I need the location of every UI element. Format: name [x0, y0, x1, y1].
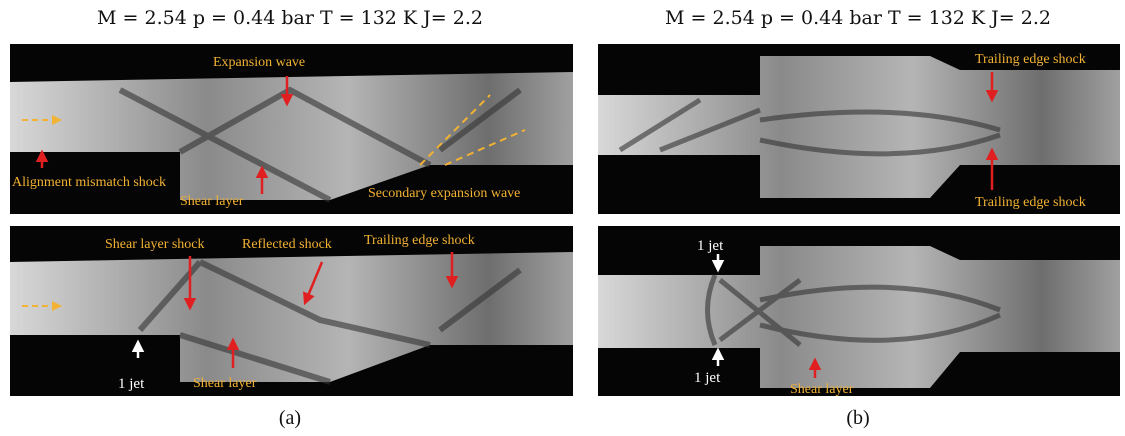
annotation: Shear layer: [193, 376, 257, 391]
annotation: 1 jet: [694, 370, 721, 386]
annotation: Shear layer: [790, 382, 854, 397]
annotation: Secondary expansion wave: [368, 186, 520, 201]
annotation: Shear layer shock: [105, 237, 205, 252]
annotation: Alignment mismatch shock: [12, 175, 166, 190]
schlieren-image: [598, 226, 1120, 396]
caption: (b): [846, 407, 869, 429]
annotation: Trailing edge shock: [975, 195, 1086, 210]
column-title: M = 2.54 p = 0.44 bar T = 132 K J= 2.2: [97, 7, 483, 29]
annotation: Expansion wave: [213, 55, 305, 70]
annotation: Trailing edge shock: [975, 52, 1086, 67]
annotation: 1 jet: [697, 238, 724, 254]
caption: (a): [279, 407, 301, 429]
schlieren-image: [598, 44, 1120, 214]
annotation: Trailing edge shock: [364, 233, 475, 248]
annotation: 1 jet: [118, 376, 145, 392]
figure: M = 2.54 p = 0.44 bar T = 132 K J= 2.2 M…: [0, 0, 1125, 436]
annotation: Shear layer: [180, 194, 244, 209]
column-title: M = 2.54 p = 0.44 bar T = 132 K J= 2.2: [665, 7, 1051, 29]
annotation: Reflected shock: [242, 237, 332, 252]
